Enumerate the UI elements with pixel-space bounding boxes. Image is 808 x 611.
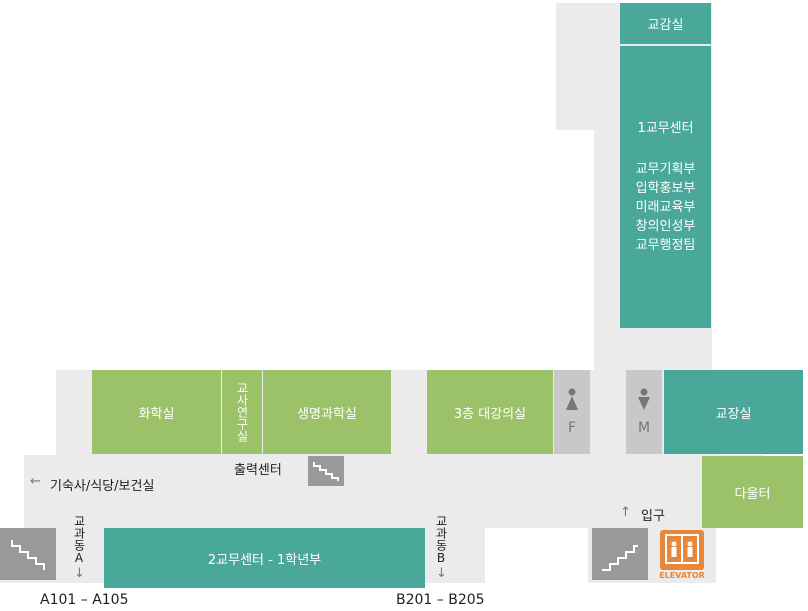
admin-dept-5: 교무행정팀 xyxy=(635,238,696,253)
range-b-label: B201 – B205 xyxy=(396,592,485,608)
admin-dept-4: 창의인성부 xyxy=(635,219,696,234)
arrow-left-icon: ← xyxy=(30,474,41,489)
room-admin-center-2-label: 2교무센터 - 1학년부 xyxy=(207,552,322,568)
restroom-male-label: M xyxy=(637,420,651,436)
room-lecture-hall[interactable]: 3층 대강의실 xyxy=(427,370,553,454)
entrance-label[interactable]: 입구 xyxy=(641,509,665,524)
dorm-label[interactable]: 기숙사/식당/보건실 xyxy=(50,479,155,494)
room-teacher-lab[interactable]: 교사연구실 xyxy=(222,370,262,454)
elevator-icon xyxy=(660,530,704,570)
room-admin-center-2[interactable]: 2교무센터 - 1학년부 xyxy=(104,528,425,588)
stairs-print-center[interactable] xyxy=(308,456,344,486)
room-principal[interactable]: 교장실 xyxy=(664,370,803,454)
stairs-up-icon xyxy=(602,545,638,571)
elevator[interactable]: ELEVATOR xyxy=(658,528,706,583)
arrow-down-b-icon: ↓ xyxy=(436,566,447,581)
admin-dept-1: 교무기획부 xyxy=(635,162,696,177)
stairs-icon xyxy=(313,462,339,481)
stairs-icon xyxy=(11,540,45,570)
restroom-female-label: F xyxy=(567,420,577,436)
arrow-down-a-icon: ↓ xyxy=(74,566,85,581)
room-admin-center-1[interactable]: 1교무센터 교무기획부 입학홍보부 미래교육부 창의인성부 교무행정팀 xyxy=(620,46,711,328)
male-icon xyxy=(638,388,650,410)
room-life-science-label: 생명과학실 xyxy=(297,406,357,422)
room-principal-label: 교장실 xyxy=(715,406,752,422)
print-center-label[interactable]: 출력센터 xyxy=(234,463,282,478)
room-life-science[interactable]: 생명과학실 xyxy=(263,370,391,454)
room-vice-principal[interactable]: 교감실 xyxy=(620,3,711,44)
room-daulter-label: 다울터 xyxy=(734,486,771,502)
corridor-lower-mid xyxy=(425,528,485,583)
room-lecture-hall-label: 3층 대강의실 xyxy=(453,406,527,422)
female-icon xyxy=(566,388,578,410)
arrow-up-icon: ↑ xyxy=(620,505,631,520)
admin-dept-3: 미래교육부 xyxy=(635,200,696,215)
range-a-label: A101 – A105 xyxy=(40,592,129,608)
restroom-female[interactable]: F xyxy=(554,370,590,454)
room-daulter[interactable]: 다울터 xyxy=(702,456,803,528)
admin-center-1-title: 1교무센터 xyxy=(637,121,694,136)
elevator-label: ELEVATOR xyxy=(659,571,705,580)
restroom-male[interactable]: M xyxy=(626,370,662,454)
stairs-entrance[interactable] xyxy=(592,528,648,580)
admin-dept-2: 입학홍보부 xyxy=(635,181,696,196)
room-chemistry-label: 화학실 xyxy=(138,406,175,422)
room-teacher-lab-label: 교사연구실 xyxy=(235,382,249,442)
room-vice-principal-label: 교감실 xyxy=(647,18,684,33)
room-chemistry[interactable]: 화학실 xyxy=(92,370,221,454)
building-a-label[interactable]: 교과동A xyxy=(72,515,86,565)
corridor-west xyxy=(24,455,764,528)
building-b-label[interactable]: 교과동B xyxy=(434,515,448,565)
stairs-west[interactable] xyxy=(0,528,56,580)
